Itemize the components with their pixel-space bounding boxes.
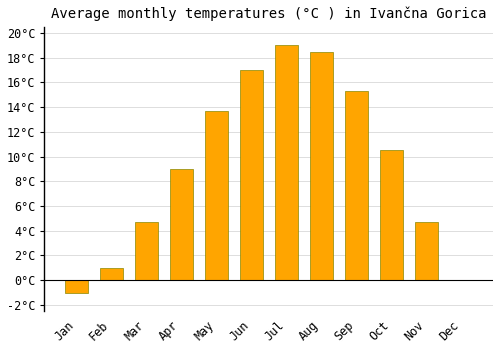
Title: Average monthly temperatures (°C ) in Ivančna Gorica: Average monthly temperatures (°C ) in Iv… [51,7,486,21]
Bar [240,70,262,280]
Bar [275,45,297,280]
Bar [345,91,368,280]
Bar [380,150,402,280]
Bar [100,268,122,280]
Bar [135,222,158,280]
Bar [415,222,438,280]
Bar [65,280,88,293]
Bar [310,51,332,280]
Bar [170,169,192,280]
Bar [205,111,228,280]
